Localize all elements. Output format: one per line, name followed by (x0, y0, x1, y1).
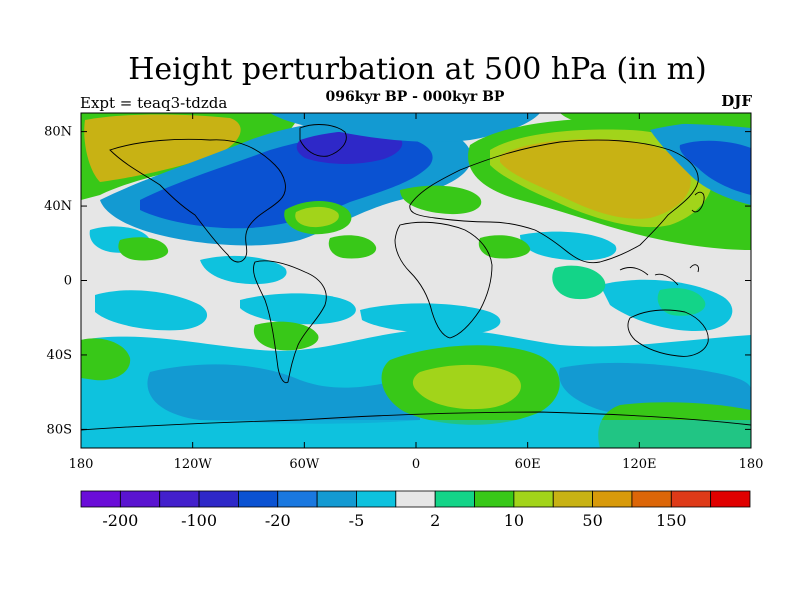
colorbar-swatch (670, 490, 712, 508)
lon-tick-label: 120W (174, 457, 213, 472)
lat-tick-label: 80N (44, 125, 72, 140)
colorbar-swatch (434, 490, 475, 508)
field-region (360, 303, 501, 335)
coastline-australia (627, 309, 709, 357)
field-region (400, 185, 482, 215)
colorbar-swatch (119, 490, 161, 508)
colorbar-label: 50 (582, 511, 602, 530)
field-region (84, 114, 241, 182)
colorbar-label: -100 (181, 511, 217, 530)
field-region (253, 321, 319, 351)
field-region (147, 364, 420, 424)
season-label: DJF (721, 92, 752, 110)
colorbar-swatch (710, 490, 751, 508)
field-region (270, 113, 540, 143)
colorbar-label: -5 (349, 511, 365, 530)
coastlines (81, 124, 751, 431)
lon-tick-label: 60W (289, 457, 320, 472)
field-region (560, 113, 751, 128)
field-region (118, 237, 169, 261)
field-region (520, 231, 617, 261)
map-title: Height perturbation at 500 hPa (in m) (128, 52, 707, 87)
coastline-antarctica (81, 411, 751, 431)
colorbar-swatch (395, 490, 436, 508)
field-region (95, 290, 208, 331)
lat-tick-label: 40S (47, 348, 72, 363)
field-region (200, 255, 287, 285)
colorbar-label: 10 (504, 511, 524, 530)
colorbar-swatch (316, 490, 357, 508)
field-region (657, 288, 706, 316)
colorbar-swatch (631, 490, 672, 508)
lon-tick-label: 180 (69, 457, 94, 472)
field-region (552, 265, 606, 300)
coastline-south-america (253, 260, 327, 384)
colorbar: -200 -100 -20 -5 2 10 50 150 (80, 490, 751, 530)
colorbar-swatch (277, 490, 318, 508)
colorbar-label: 2 (430, 511, 440, 530)
field-region (328, 235, 377, 259)
colorbar-swatch (552, 490, 593, 508)
field-region (679, 140, 751, 195)
lon-tick-label: 60E (515, 457, 541, 472)
colorbar-swatch (80, 490, 121, 508)
field-region (478, 235, 531, 259)
colorbar-label: -20 (265, 511, 291, 530)
lat-tick-label: 40N (44, 199, 72, 214)
longitude-axis: 180 120W 60W 0 60E 120E 180 (69, 113, 764, 472)
lon-tick-label: 0 (412, 457, 420, 472)
colorbar-label: 150 (656, 511, 687, 530)
colorbar-swatch (159, 490, 200, 508)
field-region (295, 206, 339, 228)
field-region (81, 338, 131, 381)
field-region (296, 130, 403, 164)
coastline-japan (691, 191, 705, 213)
field-region (500, 138, 691, 219)
field-region (240, 293, 356, 325)
field-region (412, 364, 521, 410)
coastline-maritime (619, 264, 699, 286)
coastline-greenland (299, 124, 347, 157)
coastline-africa (394, 221, 493, 339)
colorbar-swatch (513, 490, 554, 508)
lon-tick-label: 120E (622, 457, 656, 472)
lon-tick-label: 180 (739, 457, 764, 472)
lat-tick-label: 0 (64, 274, 72, 289)
lat-tick-label: 80S (47, 422, 72, 437)
colorbar-swatch (238, 490, 279, 508)
coastline-north-america (109, 138, 286, 263)
latitude-axis: 80N 40N 0 40S 80S (44, 125, 751, 437)
colorbar-label: -200 (102, 511, 138, 530)
experiment-label: Expt = teaq3-tdzda (80, 94, 228, 112)
coastline-europe-asia (409, 139, 699, 264)
colorbar-swatch (198, 490, 239, 508)
colorbar-swatch (356, 490, 397, 508)
colorbar-swatch (592, 490, 633, 508)
height-field (81, 113, 751, 448)
map-subtitle: 096kyr BP - 000kyr BP (325, 89, 505, 105)
colorbar-swatch (474, 490, 515, 508)
field-region (81, 420, 751, 448)
